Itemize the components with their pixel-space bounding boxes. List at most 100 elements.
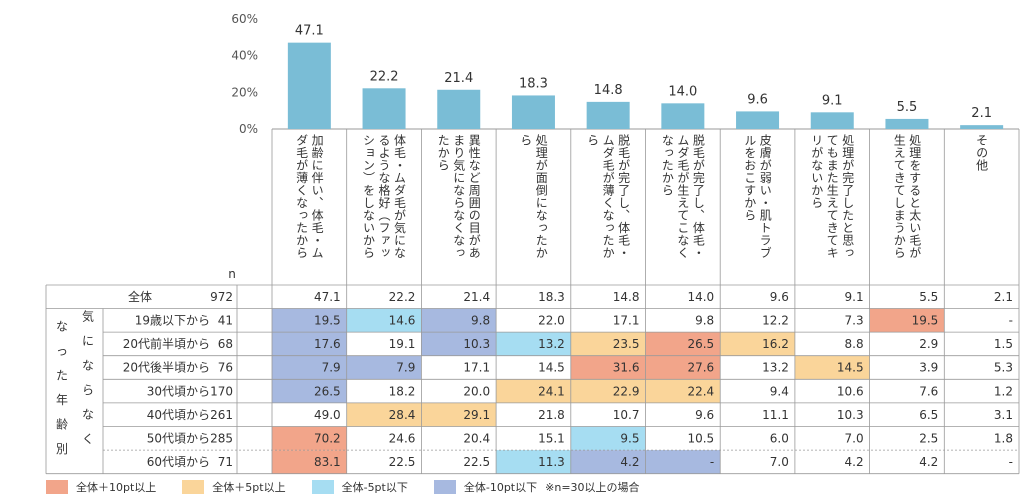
row-label: 60代頃から [147, 455, 210, 469]
total-row-cell: 18.3 [538, 290, 565, 304]
table-cell: 20.0 [463, 384, 490, 398]
highlight-cell [272, 379, 347, 403]
bar [661, 103, 705, 129]
category-label: ション）をしないから [362, 134, 376, 259]
group-label-char: ら [82, 383, 94, 397]
table-cell: 29.1 [463, 408, 490, 422]
highlight-cell [645, 355, 721, 380]
total-row-cell: 14.0 [687, 290, 714, 304]
total-row-cell: 22.2 [389, 290, 416, 304]
group-label-char: な [82, 408, 94, 422]
total-row-cell: 14.8 [613, 290, 640, 304]
category-label: ら [519, 134, 533, 147]
table-cell: 70.2 [314, 432, 341, 446]
category-label: 皮膚が弱い・肌トラブ [758, 134, 772, 259]
table-cell: 17.1 [463, 361, 490, 375]
group-label-char: に [82, 334, 94, 348]
highlight-cell [570, 332, 646, 356]
table-cell: 7.9 [396, 361, 415, 375]
bar [287, 42, 331, 129]
legend-note: ※n=30以上の場合 [545, 481, 640, 494]
table-cell: 13.2 [538, 337, 565, 351]
category-label: ムダ毛が薄くなったか [601, 134, 615, 259]
highlight-cell [645, 332, 721, 356]
category-label: ムダ毛が生えてこなく [676, 134, 690, 259]
row-label: 40代頃から [147, 408, 210, 422]
bar [437, 89, 481, 129]
category-label: ルをおこすから [743, 134, 757, 222]
bar [362, 88, 406, 129]
table-cell: 22.0 [538, 314, 565, 328]
highlight-cell [421, 308, 497, 333]
legend: 全体＋10pt以上 全体＋5pt以上 全体-5pt以下 全体-10pt以下 ※n… [46, 478, 640, 496]
highlight-cell [346, 355, 422, 380]
table-cell: 2.5 [919, 432, 938, 446]
table-cell: - [1009, 455, 1013, 469]
row-n: 170 [210, 384, 233, 398]
bar-value-label: 47.1 [295, 24, 324, 39]
category-label: ら [586, 134, 600, 147]
category-label: 生えてきてしまうから [892, 134, 906, 259]
highlight-cell [272, 355, 347, 380]
table-cell: 19.5 [912, 314, 939, 328]
bar [511, 95, 555, 129]
table-cell: 7.9 [322, 361, 341, 375]
total-row-cell: 47.1 [314, 290, 341, 304]
group-label-char: っ [56, 344, 68, 358]
highlight-cell [346, 308, 422, 333]
bar-value-label: 9.6 [747, 92, 768, 107]
table-cell: 7.3 [845, 314, 864, 328]
bar-value-label: 2.1 [971, 106, 992, 121]
table-cell: 13.2 [762, 361, 789, 375]
row-n: 41 [218, 314, 233, 328]
table-cell: 9.4 [770, 384, 789, 398]
row-label: 19歳以下から [135, 314, 210, 328]
bar [736, 111, 780, 129]
table-cell: 49.0 [314, 408, 341, 422]
category-label: なったから [660, 134, 674, 197]
category-label: ダ毛が薄くなったから [295, 134, 309, 259]
table-cell: 22.9 [613, 384, 640, 398]
table-cell: 26.5 [314, 384, 341, 398]
category-label: その他 [975, 134, 989, 172]
legend-swatch-minus10 [433, 480, 456, 494]
table-cell: 22.5 [463, 455, 490, 469]
table-cell: 10.3 [837, 408, 864, 422]
table-cell: 14.5 [837, 361, 864, 375]
table-cell: 18.2 [389, 384, 416, 398]
row-n: 68 [218, 337, 233, 351]
table-cell: 10.3 [463, 337, 490, 351]
category-label: 加齢に伴い、体毛・ム [310, 134, 324, 259]
table-cell: 14.6 [389, 314, 416, 328]
highlight-cell [496, 332, 571, 356]
row-n: 285 [210, 432, 233, 446]
category-label: 処理が完了したと思っ [841, 134, 855, 259]
category-label: たから [436, 134, 450, 172]
table-cell: 21.8 [538, 408, 565, 422]
y-tick-label: 40% [231, 49, 258, 63]
table-cell: 11.1 [762, 408, 789, 422]
category-label: 処理をすると太い毛が [908, 134, 922, 259]
highlight-cell [869, 308, 945, 333]
chart-svg: 60% 40% 20% 0% 47.1 22.2 21.4 18.3 14.8 14.0 9.6 9.… [45, 12, 1020, 475]
table-cell: 8.8 [845, 337, 864, 351]
bar-value-label: 9.1 [822, 93, 843, 108]
category-label: るような格好（ファッ [377, 134, 391, 259]
table-cell: 15.1 [538, 432, 565, 446]
total-row-cell: 9.6 [770, 290, 789, 304]
legend-swatch-minus5 [311, 480, 334, 494]
table-cell: 12.2 [762, 314, 789, 328]
group-label-char: く [82, 432, 94, 446]
table-cell: 1.5 [994, 337, 1013, 351]
category-label: 異性など周囲の目があ [467, 134, 481, 259]
table-cell: 17.1 [613, 314, 640, 328]
table-cell: 83.1 [314, 455, 341, 469]
highlight-cell [272, 308, 347, 333]
highlight-cell [272, 450, 347, 474]
highlight-cell [570, 355, 646, 380]
bar-value-label: 22.2 [370, 69, 399, 84]
table-cell: 6.0 [770, 432, 789, 446]
table-cell: 22.4 [687, 384, 714, 398]
total-row-cell: 5.5 [919, 290, 938, 304]
table-cell: 19.5 [314, 314, 341, 328]
